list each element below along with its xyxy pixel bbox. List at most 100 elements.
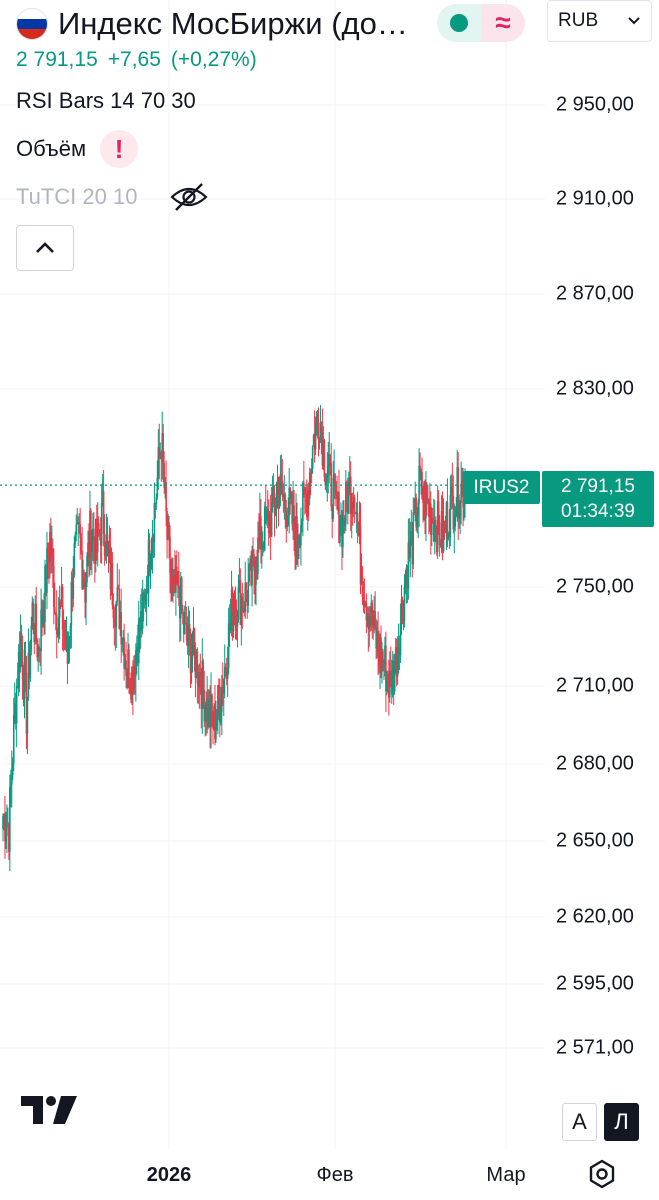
candle-body [74, 534, 77, 544]
candle-body [272, 487, 275, 503]
candle-body [140, 611, 143, 629]
candle-body [449, 495, 452, 538]
market-open-indicator[interactable] [437, 4, 481, 42]
symbol-header[interactable]: Индекс МосБиржи (доп… [16, 4, 414, 44]
candle-body [317, 422, 320, 441]
candle-body [417, 502, 419, 516]
candle-body [305, 494, 308, 517]
candle-body [228, 623, 231, 631]
candle-body [344, 523, 346, 526]
candle-body [165, 482, 167, 512]
candle-body [413, 512, 416, 514]
candle-body [220, 711, 222, 723]
candle-body [257, 537, 259, 574]
candle-body [318, 440, 321, 442]
candle-body [112, 605, 115, 619]
candle-body [214, 706, 216, 740]
candle-body [141, 592, 144, 629]
candle-body [369, 616, 372, 627]
candle-body [242, 607, 245, 612]
candle-body [5, 836, 7, 842]
candle-body [186, 640, 189, 646]
candle-body [448, 532, 451, 538]
candle-body [157, 447, 160, 478]
candle-body [412, 512, 415, 565]
quote-line: 2 791,15 +7,65 (+0,27%) [16, 48, 257, 72]
candle-body [111, 562, 114, 606]
candle-body [363, 600, 366, 607]
candle-body [370, 602, 373, 627]
tradingview-logo-icon[interactable] [21, 1096, 77, 1124]
candle-body [103, 533, 106, 556]
candle-body [229, 617, 232, 631]
candle-body [251, 550, 253, 586]
candle-body [126, 674, 128, 676]
candle-body [72, 574, 75, 599]
candle-body [352, 497, 355, 509]
indicator-tutci[interactable]: TuTCI 20 10 [16, 178, 209, 216]
candle-body [49, 531, 51, 563]
candle-body [273, 502, 276, 514]
collapse-legend-button[interactable] [16, 225, 74, 271]
candle-body [19, 633, 22, 668]
candle-body [98, 532, 101, 534]
symbol-title[interactable]: Индекс МосБиржи (доп… [58, 6, 414, 41]
candle-body [298, 539, 300, 543]
indicator-volume[interactable]: Объём ! [16, 129, 139, 169]
candle-body [56, 634, 59, 637]
candle-body [401, 599, 404, 614]
candle-body [44, 565, 46, 623]
candle-body [397, 648, 400, 651]
settings-icon[interactable] [586, 1158, 618, 1190]
candle-body [420, 472, 422, 480]
candle-body [42, 615, 44, 624]
delayed-data-indicator[interactable]: ≈ [481, 4, 525, 42]
candle-body [12, 715, 15, 764]
candle-body [132, 666, 134, 691]
candle-body [109, 548, 112, 590]
candle-body [196, 651, 199, 684]
candle-body [434, 519, 437, 538]
candle-body [315, 417, 318, 426]
candle-body [237, 586, 240, 620]
price-scale-label: 2 571,00 [556, 1036, 634, 1059]
chart-grid [0, 0, 545, 1150]
candle-body [283, 494, 286, 497]
candle-body [166, 511, 168, 540]
candle-body [382, 650, 384, 663]
candle-body [137, 618, 140, 664]
candle-body [79, 524, 81, 539]
log-scale-button[interactable]: Л [604, 1103, 639, 1141]
candle-body [278, 496, 281, 509]
candle-body [110, 562, 113, 590]
candle-body [376, 631, 378, 649]
chevron-down-icon [628, 17, 640, 25]
candle-body [211, 695, 213, 715]
candle-body [146, 588, 149, 594]
candle-body [13, 702, 16, 716]
candle-body [93, 528, 95, 541]
candle-body [149, 565, 152, 573]
candle-body [304, 487, 306, 495]
error-icon[interactable]: ! [100, 130, 139, 168]
candle-body [67, 648, 70, 664]
indicator-rsi-bars[interactable]: RSI Bars 14 70 30 [16, 84, 196, 118]
candle-body [236, 619, 239, 627]
candle-body [390, 671, 393, 695]
auto-scale-button[interactable]: A [562, 1103, 597, 1141]
candle-body [282, 494, 285, 497]
candle-body [408, 542, 411, 558]
candle-body [128, 649, 130, 688]
candle-body [34, 603, 37, 643]
candle-body [63, 631, 66, 637]
candle-body [35, 603, 38, 640]
eye-off-icon[interactable] [169, 182, 209, 212]
market-status-pill[interactable]: ≈ [437, 4, 525, 42]
candle-body [25, 672, 28, 734]
candle-body [356, 512, 359, 524]
candle-body [361, 576, 364, 598]
candle-body [399, 622, 402, 656]
currency-select[interactable]: RUB [547, 0, 652, 42]
candle-body [289, 487, 291, 499]
